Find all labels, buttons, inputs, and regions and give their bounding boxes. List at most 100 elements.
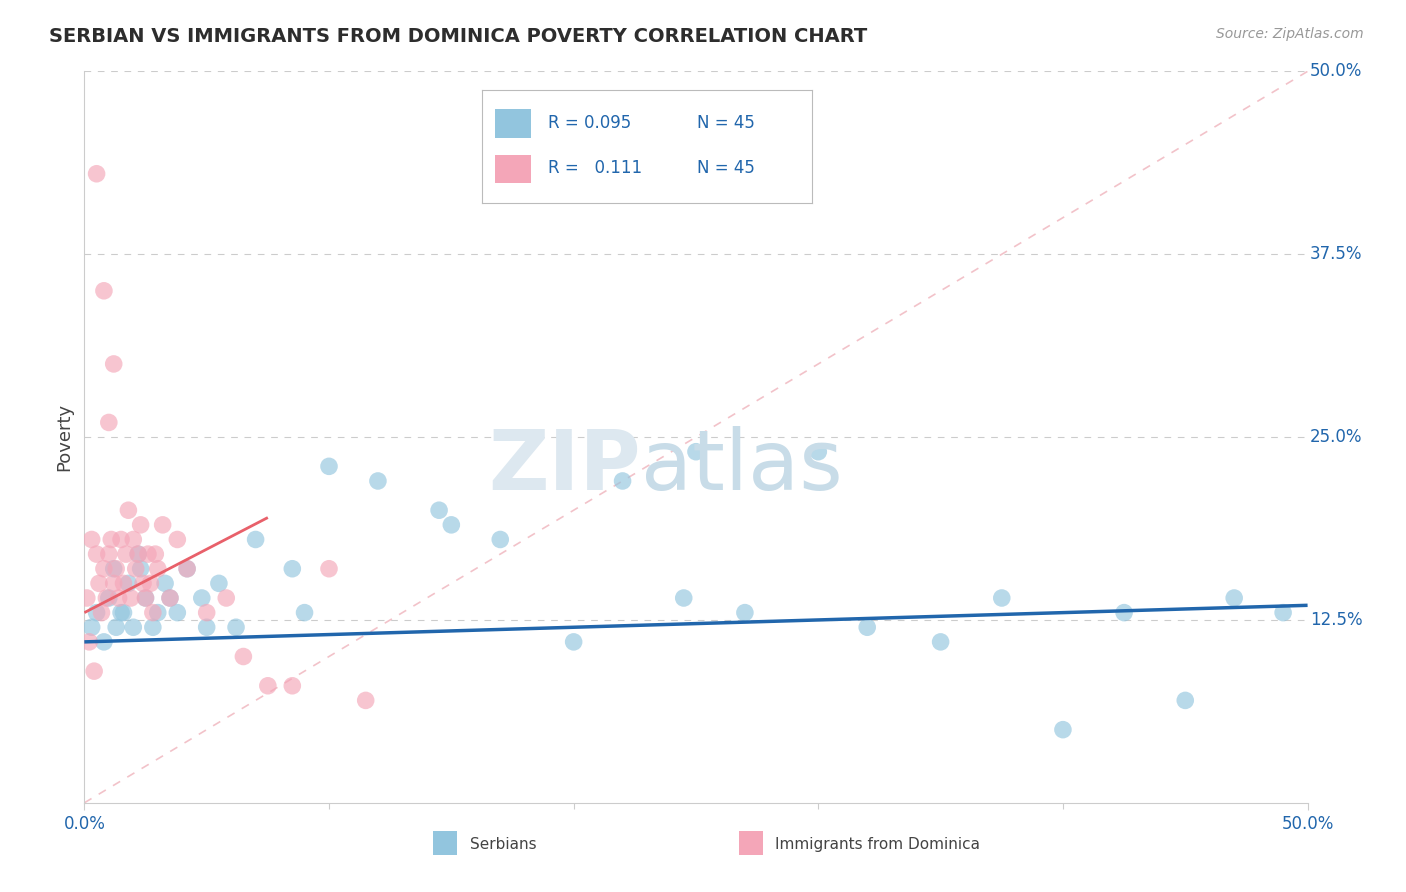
Point bbox=[97, 416, 120, 430]
Point bbox=[122, 620, 145, 634]
Point bbox=[195, 606, 218, 620]
Point bbox=[76, 591, 98, 605]
Y-axis label: Poverty: Poverty bbox=[55, 403, 73, 471]
Point bbox=[1114, 606, 1136, 620]
Point bbox=[83, 664, 105, 678]
Point bbox=[427, 503, 450, 517]
Point bbox=[87, 576, 110, 591]
Point bbox=[489, 533, 512, 547]
Text: 37.5%: 37.5% bbox=[1310, 245, 1362, 263]
Point bbox=[208, 576, 231, 591]
Text: 12.5%: 12.5% bbox=[1310, 611, 1362, 629]
Point bbox=[122, 533, 145, 547]
Point bbox=[1272, 606, 1295, 620]
Point bbox=[142, 620, 165, 634]
Text: atlas: atlas bbox=[641, 425, 842, 507]
Point bbox=[105, 620, 128, 634]
Point bbox=[612, 474, 634, 488]
Point bbox=[1052, 723, 1074, 737]
Point bbox=[807, 444, 830, 458]
Point bbox=[159, 591, 181, 605]
Point bbox=[215, 591, 238, 605]
Point bbox=[127, 547, 149, 561]
Point bbox=[96, 591, 118, 605]
Point bbox=[245, 533, 267, 547]
Text: Serbians: Serbians bbox=[470, 837, 536, 852]
Point bbox=[103, 357, 125, 371]
Text: Source: ZipAtlas.com: Source: ZipAtlas.com bbox=[1216, 27, 1364, 41]
Point bbox=[152, 517, 174, 532]
Text: Immigrants from Dominica: Immigrants from Dominica bbox=[776, 837, 980, 852]
Point bbox=[176, 562, 198, 576]
Point bbox=[294, 606, 316, 620]
Point bbox=[127, 547, 149, 561]
Point bbox=[166, 606, 188, 620]
Point bbox=[110, 533, 132, 547]
Point bbox=[129, 517, 152, 532]
Point bbox=[354, 693, 377, 707]
Point bbox=[232, 649, 254, 664]
Point bbox=[139, 576, 162, 591]
Point bbox=[135, 591, 157, 605]
Point bbox=[90, 606, 112, 620]
Point bbox=[257, 679, 280, 693]
Point bbox=[112, 606, 135, 620]
Point bbox=[281, 562, 304, 576]
Point bbox=[93, 635, 115, 649]
Point bbox=[440, 517, 463, 532]
Point bbox=[103, 562, 125, 576]
Point bbox=[153, 576, 176, 591]
Point bbox=[86, 547, 108, 561]
Point bbox=[80, 620, 103, 634]
Point bbox=[132, 576, 155, 591]
Point bbox=[562, 635, 585, 649]
Point bbox=[86, 167, 108, 181]
Point bbox=[367, 474, 389, 488]
Point bbox=[103, 576, 125, 591]
Point bbox=[146, 606, 169, 620]
Point bbox=[135, 591, 157, 605]
Point bbox=[1223, 591, 1246, 605]
Point bbox=[159, 591, 181, 605]
Point bbox=[146, 562, 169, 576]
Point bbox=[77, 635, 100, 649]
Point bbox=[1174, 693, 1197, 707]
Point bbox=[97, 591, 120, 605]
Point bbox=[80, 533, 103, 547]
Point bbox=[125, 562, 148, 576]
Point bbox=[195, 620, 218, 634]
Point bbox=[929, 635, 952, 649]
Point bbox=[100, 533, 122, 547]
Point bbox=[176, 562, 198, 576]
Point bbox=[143, 547, 166, 561]
Point bbox=[856, 620, 879, 634]
Point bbox=[318, 562, 340, 576]
Point bbox=[142, 606, 165, 620]
Point bbox=[120, 591, 142, 605]
Point bbox=[281, 679, 304, 693]
Point bbox=[97, 547, 120, 561]
Point bbox=[110, 606, 132, 620]
Point bbox=[112, 576, 135, 591]
Point bbox=[318, 459, 340, 474]
Point bbox=[117, 576, 139, 591]
Text: 50.0%: 50.0% bbox=[1310, 62, 1362, 80]
Point bbox=[93, 284, 115, 298]
Point bbox=[191, 591, 214, 605]
Point bbox=[117, 503, 139, 517]
Text: ZIP: ZIP bbox=[488, 425, 641, 507]
Point bbox=[115, 547, 138, 561]
Point bbox=[225, 620, 247, 634]
Point bbox=[86, 606, 108, 620]
Point bbox=[685, 444, 707, 458]
Point bbox=[991, 591, 1014, 605]
Point bbox=[105, 562, 128, 576]
Text: 25.0%: 25.0% bbox=[1310, 428, 1362, 446]
Point bbox=[672, 591, 695, 605]
Point bbox=[93, 562, 115, 576]
Text: SERBIAN VS IMMIGRANTS FROM DOMINICA POVERTY CORRELATION CHART: SERBIAN VS IMMIGRANTS FROM DOMINICA POVE… bbox=[49, 27, 868, 45]
Point bbox=[107, 591, 129, 605]
Point bbox=[129, 562, 152, 576]
Point bbox=[734, 606, 756, 620]
Point bbox=[166, 533, 188, 547]
